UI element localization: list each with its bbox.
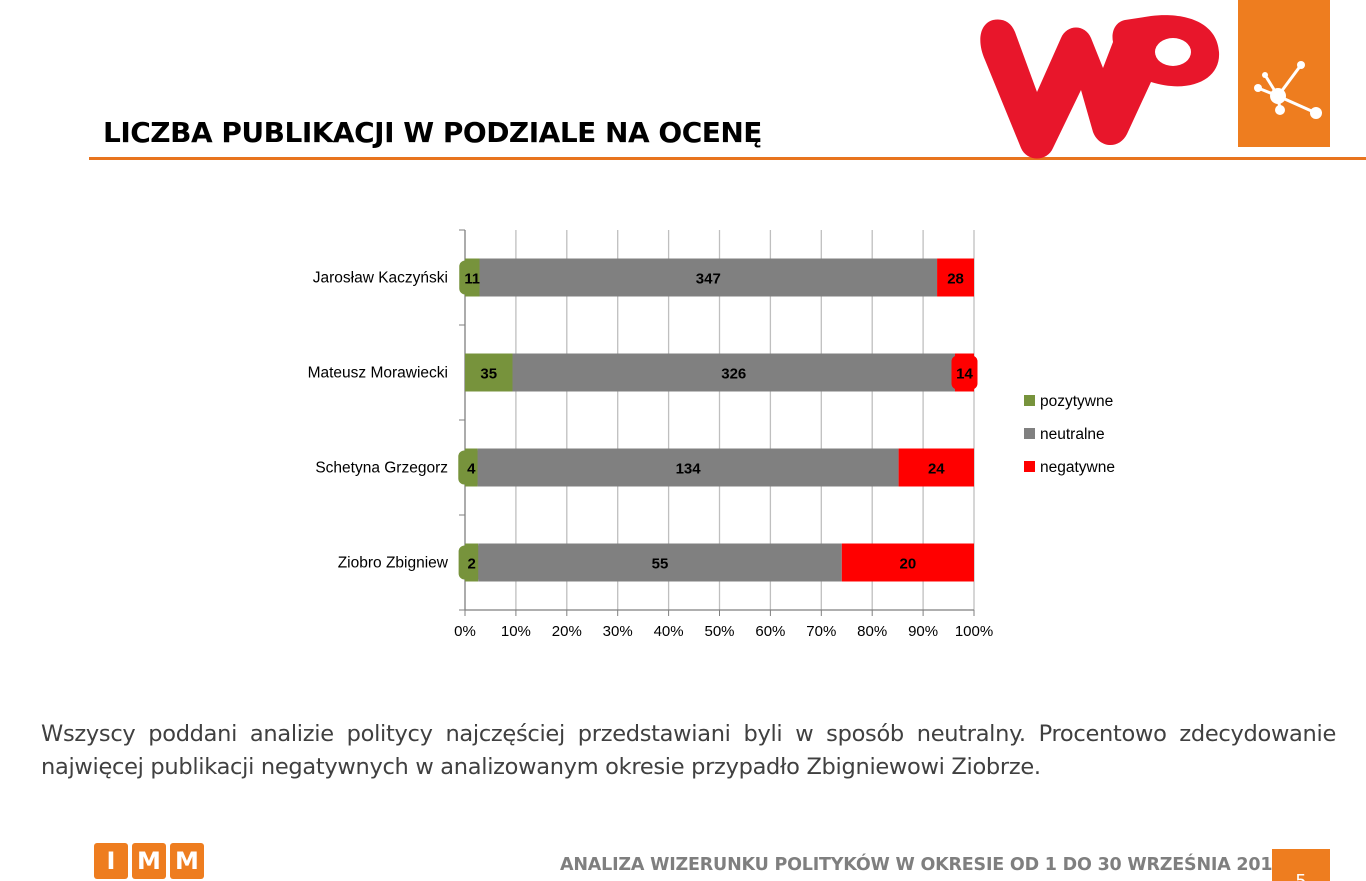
x-tick-label: 100% — [955, 623, 993, 640]
data-label: 2 — [467, 556, 475, 573]
title-divider — [89, 157, 1366, 160]
data-label: 24 — [928, 461, 945, 478]
x-tick-label: 90% — [908, 623, 938, 640]
bar-segment — [841, 543, 974, 582]
x-tick-label: 10% — [501, 623, 531, 640]
data-label: 11 — [464, 271, 480, 288]
legend-swatch — [1024, 461, 1035, 472]
imm-letter: M — [132, 843, 166, 879]
x-tick-label: 60% — [755, 623, 785, 640]
category-label: Ziobro Zbigniew — [338, 555, 449, 572]
data-label: 326 — [721, 366, 746, 383]
bar-segment — [465, 353, 513, 392]
legend-label: pozytywne — [1040, 393, 1113, 410]
data-label: 14 — [956, 366, 973, 383]
footer-caption: ANALIZA WIZERUNKU POLITYKÓW W OKRESIE OD… — [560, 855, 1311, 875]
data-label: 35 — [480, 366, 497, 383]
bar-segment — [512, 353, 955, 392]
data-label-backing — [951, 355, 978, 390]
data-label: 4 — [467, 461, 476, 478]
wp-logo — [980, 15, 1220, 159]
category-label: Jarosław Kaczyński — [313, 270, 448, 287]
slide-title: LICZBA PUBLIKACJI W PODZIALE NA OCENĘ — [103, 116, 762, 149]
bar-segment — [937, 258, 974, 297]
data-label-backing — [458, 545, 485, 580]
network-logo — [1238, 0, 1330, 147]
legend-swatch — [1024, 428, 1035, 439]
data-label: 28 — [947, 271, 964, 288]
x-tick-label: 20% — [552, 623, 582, 640]
page-number-badge: 5 — [1272, 849, 1330, 881]
imm-letter: I — [94, 843, 128, 879]
publications-chart: 0% 10% 20% 30% 40% 50% 60% 70% 80% 90% 100% Jarosła… — [308, 229, 1115, 640]
bar-segment — [479, 258, 938, 297]
page-number: 5 — [1272, 871, 1330, 881]
x-tick-label: 0% — [454, 623, 476, 640]
bar-segment — [478, 543, 842, 582]
x-tick-label: 80% — [857, 623, 887, 640]
network-icon — [1254, 61, 1322, 119]
legend-swatch — [1024, 395, 1035, 406]
legend-label: neutralne — [1040, 426, 1105, 443]
imm-letter: M — [170, 843, 204, 879]
x-tick-label: 50% — [704, 623, 734, 640]
bar-segment — [898, 448, 974, 487]
imm-logo: I M M — [94, 843, 204, 879]
data-label: 55 — [652, 556, 669, 573]
legend-label: negatywne — [1040, 459, 1115, 476]
x-tick-label: 30% — [603, 623, 633, 640]
summary-paragraph: Wszyscy poddani analizie politycy najczę… — [41, 721, 1336, 780]
data-label-backing — [459, 260, 486, 295]
x-tick-label: 40% — [654, 623, 684, 640]
data-label: 20 — [900, 556, 917, 573]
bar-segment — [477, 448, 899, 487]
data-label: 134 — [676, 461, 702, 478]
category-label: Schetyna Grzegorz — [315, 460, 448, 477]
x-tick-label: 70% — [806, 623, 836, 640]
data-label: 347 — [696, 271, 721, 288]
category-label: Mateusz Morawiecki — [308, 365, 448, 382]
